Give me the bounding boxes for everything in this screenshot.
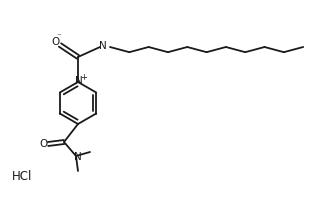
Text: HCl: HCl — [12, 170, 32, 183]
Text: O: O — [39, 139, 47, 149]
Text: O: O — [51, 37, 59, 47]
Text: N: N — [75, 76, 83, 86]
Text: N: N — [99, 41, 107, 51]
Text: ⁻: ⁻ — [56, 33, 61, 42]
Text: N: N — [74, 152, 82, 162]
Text: +: + — [81, 72, 87, 82]
